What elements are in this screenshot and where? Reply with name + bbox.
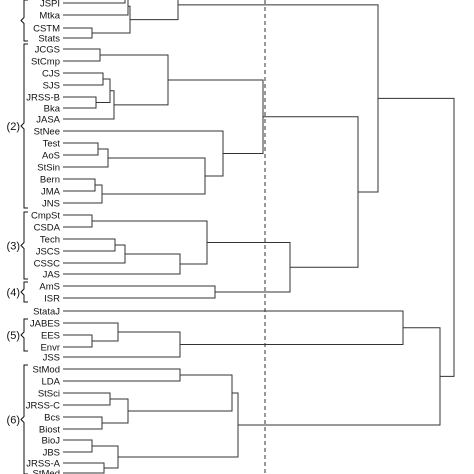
branch xyxy=(63,27,93,39)
leaf-label: Test xyxy=(43,139,61,150)
leaf-label: JAS xyxy=(43,270,60,281)
leaf-label: JBS xyxy=(43,448,60,459)
branch xyxy=(63,310,404,345)
leaf-label: JSPI xyxy=(40,0,60,10)
branch xyxy=(63,130,224,177)
branch xyxy=(238,327,441,426)
branch xyxy=(63,178,96,192)
leaf-label: CSDA xyxy=(34,223,61,234)
leaf-label: JCGS xyxy=(35,45,60,56)
leaf-label: JSS xyxy=(43,353,60,364)
leaf-label: Mtka xyxy=(39,11,60,22)
branch xyxy=(63,253,181,275)
leaf-label: StSci xyxy=(38,389,60,400)
branch xyxy=(63,214,93,228)
branch xyxy=(63,285,216,299)
branch xyxy=(63,90,115,120)
branch xyxy=(63,334,93,348)
branch xyxy=(63,244,126,264)
leaf-label: JMA xyxy=(41,187,61,198)
branch xyxy=(102,157,206,195)
group-brace xyxy=(20,364,28,474)
group-brace xyxy=(20,0,28,42)
leaf-label: Bka xyxy=(44,104,61,115)
group-label: (2) xyxy=(7,121,20,133)
branch xyxy=(63,322,119,342)
leaf-label: CJS xyxy=(42,69,60,80)
leaf-label: Envr xyxy=(40,343,60,354)
branch xyxy=(63,331,181,358)
leaf-label: Bern xyxy=(40,175,60,186)
leaf-label: Tech xyxy=(40,235,60,246)
leaf-label: JRSS-B xyxy=(26,93,60,104)
group-braces: (2) (3) (4) (5) (6) xyxy=(7,0,28,474)
branch xyxy=(130,0,179,21)
branch xyxy=(63,368,181,382)
branch xyxy=(102,398,129,424)
leaf-label: JASA xyxy=(36,115,60,126)
branch xyxy=(168,79,264,154)
branch xyxy=(263,116,359,268)
leaf-label: StSin xyxy=(37,163,60,174)
leaf-label: JSCS xyxy=(36,247,60,258)
leaf-label: BioJ xyxy=(42,436,61,447)
branch xyxy=(63,392,111,406)
leaf-label: ISR xyxy=(44,294,60,305)
leaf-label: CSTM xyxy=(33,24,60,35)
branch xyxy=(63,48,101,62)
leaf-label: StataJ xyxy=(33,307,60,318)
group-label: (5) xyxy=(7,330,20,342)
branch xyxy=(92,5,131,34)
leaf-label: StNee xyxy=(34,127,60,138)
branch xyxy=(92,220,208,265)
branch xyxy=(63,148,109,168)
branch xyxy=(63,416,103,430)
leaf-label: LDA xyxy=(42,377,61,388)
branch xyxy=(207,242,291,293)
dendrogram-branches xyxy=(63,0,455,474)
leaf-label: AoS xyxy=(42,151,60,162)
leaf-label: EES xyxy=(41,331,60,342)
leaf-label: CmpSt xyxy=(31,211,60,222)
branch xyxy=(178,4,379,193)
group-label: (3) xyxy=(7,241,20,253)
branch xyxy=(63,462,105,474)
branch xyxy=(63,439,93,453)
group-label: (6) xyxy=(7,415,20,427)
group-brace xyxy=(20,211,28,280)
leaf-label: Biost xyxy=(39,425,60,436)
leaf-label: JRSS-A xyxy=(26,459,60,470)
leaf-label: StCmp xyxy=(31,57,60,68)
group-label: (4) xyxy=(7,287,20,299)
group-brace xyxy=(20,318,28,352)
leaf-label: JNS xyxy=(42,199,60,210)
leaf-label: CSSC xyxy=(34,259,61,270)
branch xyxy=(63,184,103,204)
leaf-label: Bcs xyxy=(44,413,60,424)
branch xyxy=(63,0,126,4)
leaf-label: StMed xyxy=(33,469,60,474)
branch xyxy=(63,96,97,109)
leaf-label: Stats xyxy=(38,34,60,45)
branch xyxy=(118,392,239,458)
group-brace xyxy=(20,281,28,303)
branch xyxy=(63,0,129,16)
branch xyxy=(63,238,116,252)
leaf-label: JABES xyxy=(30,319,60,330)
leaf-label: StMod xyxy=(33,365,60,376)
branch xyxy=(63,72,104,86)
group-brace xyxy=(20,43,28,209)
leaf-label: AmS xyxy=(39,282,60,293)
branch xyxy=(378,97,455,377)
leaf-label: SJS xyxy=(43,81,60,92)
branch xyxy=(92,445,119,469)
branch xyxy=(63,142,99,156)
leaf-label: JRSS-C xyxy=(26,401,60,412)
